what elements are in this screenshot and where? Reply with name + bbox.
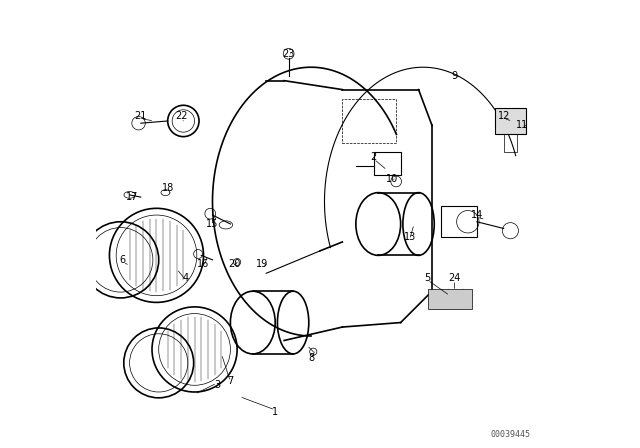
- Text: 15: 15: [206, 219, 219, 229]
- Text: 5: 5: [424, 273, 431, 283]
- Text: 3: 3: [214, 380, 220, 390]
- Text: 17: 17: [125, 192, 138, 202]
- Text: 13: 13: [403, 233, 416, 242]
- Text: 11: 11: [515, 121, 528, 130]
- Text: 23: 23: [282, 49, 295, 59]
- Text: 1: 1: [272, 407, 278, 417]
- Bar: [428, 289, 472, 309]
- Text: 18: 18: [161, 183, 174, 193]
- Text: 16: 16: [197, 259, 210, 269]
- Text: 24: 24: [448, 273, 461, 283]
- Bar: [441, 206, 477, 237]
- Text: 22: 22: [175, 112, 188, 121]
- Text: 2: 2: [371, 152, 377, 162]
- Text: 9: 9: [451, 71, 458, 81]
- Text: 8: 8: [308, 353, 314, 363]
- Text: 7: 7: [227, 376, 234, 386]
- Bar: [342, 99, 396, 143]
- Text: 20: 20: [228, 259, 241, 269]
- Bar: [504, 134, 517, 152]
- Text: 10: 10: [385, 174, 398, 184]
- Text: 6: 6: [120, 255, 126, 265]
- Bar: [495, 108, 526, 134]
- Text: 14: 14: [470, 210, 483, 220]
- Text: 4: 4: [182, 273, 189, 283]
- Bar: [374, 152, 401, 175]
- Text: 21: 21: [134, 112, 147, 121]
- Text: 12: 12: [497, 112, 510, 121]
- Text: 00039445: 00039445: [491, 430, 531, 439]
- Text: 19: 19: [255, 259, 268, 269]
